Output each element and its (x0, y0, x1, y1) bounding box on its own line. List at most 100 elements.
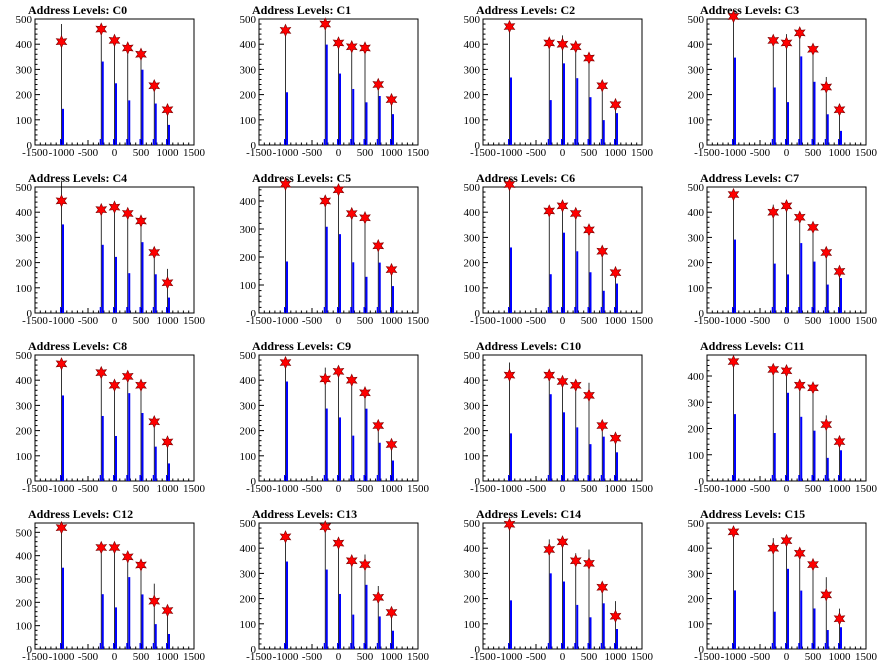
y-tick-label: 100 (16, 621, 33, 633)
x-tick-label: 1500 (183, 147, 206, 159)
chart-title: Address Levels: C12 (28, 507, 133, 521)
histogram-bar (141, 413, 144, 481)
histogram-foot (390, 643, 392, 649)
histogram-bar (576, 604, 579, 649)
x-tick-label: 1000 (381, 483, 404, 495)
histogram-foot (561, 643, 563, 649)
y-tick-label: 100 (688, 619, 705, 631)
x-tick-label: 1500 (407, 483, 430, 495)
level-marker (503, 177, 516, 192)
histogram-foot (824, 139, 827, 145)
y-tick-label: 400 (688, 207, 705, 219)
chart-title: Address Levels: C13 (252, 507, 357, 521)
histogram-bar (840, 627, 842, 649)
x-tick-label: -1500 (22, 651, 48, 663)
level-marker (780, 36, 793, 50)
level-marker (161, 435, 174, 449)
x-tick-label: 1000 (157, 651, 180, 663)
x-tick-label: 500 (133, 147, 150, 159)
level-marker (319, 17, 332, 31)
histogram-bar (773, 263, 776, 313)
y-tick-label: 100 (688, 283, 705, 295)
histogram-bar (549, 274, 552, 313)
histogram-foot (547, 643, 550, 649)
y-tick-label: 500 (688, 14, 705, 26)
histogram-bar (549, 100, 552, 145)
y-tick-label: 300 (688, 397, 705, 409)
histogram-bar (773, 87, 776, 145)
y-tick-label: 0 (475, 644, 481, 656)
y-tick-label: 100 (688, 115, 705, 127)
histogram-foot (838, 307, 840, 313)
y-tick-label: 100 (240, 619, 257, 631)
y-tick-label: 0 (251, 644, 257, 656)
histogram-foot (99, 643, 102, 649)
level-marker (385, 92, 398, 107)
x-tick-label: -1500 (694, 651, 720, 663)
histogram-foot (350, 475, 352, 481)
level-marker (345, 554, 358, 568)
y-tick-label: 400 (688, 39, 705, 51)
level-marker (319, 520, 332, 534)
x-tick-label: 0 (784, 651, 790, 663)
chart-svg: Address Levels: C80100200300400500-1500-… (16, 339, 206, 495)
histogram-foot (785, 139, 787, 145)
histogram-bar (840, 278, 842, 313)
histogram-foot (574, 643, 576, 649)
histogram-bar (339, 73, 341, 145)
level-marker (503, 368, 516, 382)
x-tick-label: 500 (357, 147, 374, 159)
histogram-foot (811, 475, 813, 481)
y-tick-label: 300 (688, 568, 705, 580)
level-marker (55, 357, 68, 371)
x-tick-label: 500 (805, 315, 822, 327)
y-tick-label: 100 (16, 283, 33, 295)
y-tick-label: 100 (464, 451, 481, 463)
level-marker (727, 354, 740, 369)
y-tick-label: 100 (240, 451, 257, 463)
histogram-foot (99, 307, 102, 313)
y-tick-label: 100 (464, 619, 481, 631)
y-tick-label: 300 (16, 574, 33, 586)
x-tick-label: 1000 (381, 315, 404, 327)
x-tick-label: 1500 (855, 651, 878, 663)
y-tick-label: 0 (251, 140, 257, 152)
level-marker (807, 220, 819, 235)
y-tick-label: 300 (16, 400, 33, 412)
histogram-foot (785, 475, 787, 481)
histogram-bar (602, 120, 605, 145)
y-tick-label: 300 (240, 400, 257, 412)
y-tick-label: 0 (475, 476, 481, 488)
histogram-bar (826, 114, 829, 145)
level-marker (385, 605, 398, 620)
histogram-foot (838, 475, 840, 481)
y-tick-label: 400 (240, 196, 257, 208)
y-tick-label: 200 (16, 90, 33, 102)
level-marker (583, 51, 595, 65)
x-tick-label: 1500 (855, 483, 878, 495)
histogram-bar (101, 415, 104, 481)
x-tick-label: -500 (750, 315, 771, 327)
y-tick-label: 0 (699, 140, 705, 152)
histogram-foot (337, 307, 339, 313)
histogram-foot (600, 643, 603, 649)
histogram-bar (840, 450, 842, 481)
y-tick-label: 100 (464, 115, 481, 127)
chart-svg: Address Levels: C13 0 100 200 300 400 500 -1500… (240, 507, 430, 663)
y-tick-label: 400 (240, 543, 257, 555)
y-tick-label: 200 (464, 258, 481, 270)
y-tick-label: 200 (688, 424, 705, 436)
histogram-foot (60, 643, 62, 649)
histogram-bar (549, 394, 552, 481)
y-tick-label: 0 (699, 476, 705, 488)
histogram-bar (826, 630, 829, 649)
histogram-foot (390, 307, 392, 313)
histogram-bar (378, 442, 381, 481)
x-tick-label: 1500 (631, 315, 654, 327)
y-tick-label: 400 (688, 543, 705, 555)
histogram-bar (576, 251, 579, 313)
histogram-foot (323, 307, 326, 313)
y-tick-label: 500 (464, 518, 481, 530)
y-tick-label: 400 (464, 375, 481, 387)
